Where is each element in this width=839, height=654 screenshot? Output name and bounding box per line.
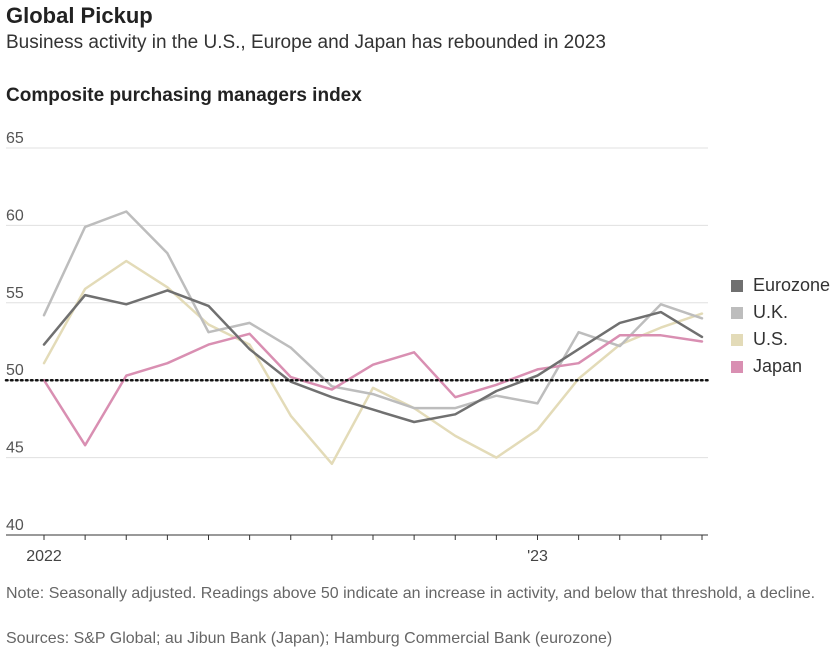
legend-swatch [731,306,743,319]
series-line-us [42,259,704,466]
chart-subtitle: Business activity in the U.S., Europe an… [6,32,606,53]
x-tick-label: 2022 [26,548,62,565]
footnote: Note: Seasonally adjusted. Readings abov… [6,585,816,602]
legend-label: U.S. [753,329,789,349]
y-tick-label: 40 [6,517,24,534]
y-tick-label: 65 [6,130,24,147]
x-axis: 2022 '23 [6,534,708,565]
legend-swatch [731,333,743,346]
y-tick-label: 60 [6,207,24,224]
y-tick-label: 50 [6,362,24,379]
line-chart: 40 45 50 55 60 65 2022 '23 [4,130,710,565]
series-line-eurozone [42,289,704,424]
legend-swatch [731,360,743,373]
series-line-uk [42,210,704,410]
legend: Eurozone U.K. U.S. Japan [731,272,830,380]
legend-label: Eurozone [753,275,831,295]
legend-item: Japan [731,353,830,380]
legend-label: Japan [753,356,803,376]
y-tick-label: 45 [6,440,24,457]
sources: Sources: S&P Global; au Jibun Bank (Japa… [6,630,613,647]
legend-item: U.S. [731,326,830,353]
legend-item: Eurozone [731,272,830,299]
x-tick-label: '23 [527,548,548,565]
legend-item: U.K. [731,299,830,326]
legend-label: U.K. [753,302,789,322]
series-layer [42,210,704,466]
chart-title: Global Pickup [6,3,153,28]
chart-label: Composite purchasing managers index [6,85,362,106]
y-tick-label: 55 [6,285,24,302]
legend-swatch [731,279,743,292]
grid-layer: 40 45 50 55 60 65 [6,130,708,534]
series-line-japan [42,332,704,447]
